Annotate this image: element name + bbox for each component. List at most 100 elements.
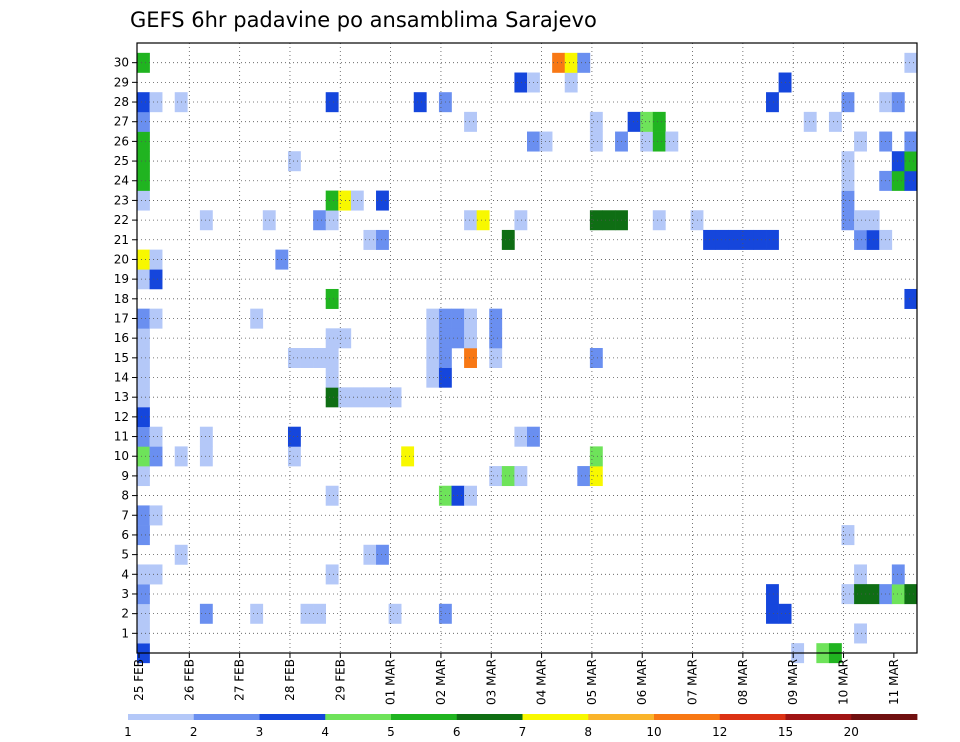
y-tick-label: 30 bbox=[114, 56, 129, 70]
heatmap-cell bbox=[137, 170, 150, 191]
x-tick-label: 25 FEB bbox=[132, 659, 146, 701]
heatmap-cell bbox=[313, 210, 327, 231]
heatmap-cell bbox=[627, 111, 641, 132]
heatmap-cell bbox=[137, 151, 150, 172]
colorbar-swatch bbox=[391, 714, 458, 720]
heatmap-cell bbox=[287, 348, 301, 368]
heatmap-cell bbox=[325, 92, 339, 113]
heatmap-cell bbox=[489, 328, 503, 349]
heatmap-cell bbox=[300, 603, 314, 624]
heatmap-cell bbox=[137, 92, 150, 113]
heatmap-cell bbox=[766, 603, 779, 624]
heatmap-cell bbox=[137, 348, 150, 368]
heatmap-cell bbox=[891, 584, 905, 605]
x-tick-label: 06 MAR bbox=[635, 659, 649, 705]
heatmap-cell bbox=[489, 308, 503, 329]
heatmap-cell bbox=[803, 111, 817, 132]
heatmap-cell bbox=[539, 131, 553, 152]
heatmap-cell bbox=[514, 72, 528, 93]
heatmap-cell bbox=[514, 466, 528, 487]
colorbar-swatch bbox=[719, 714, 786, 720]
y-tick-label: 2 bbox=[121, 607, 129, 621]
x-tick-label: 28 FEB bbox=[283, 659, 297, 701]
heatmap-cells bbox=[137, 52, 918, 664]
colorbar-tick-label: 20 bbox=[844, 725, 859, 739]
heatmap-cell bbox=[426, 308, 440, 329]
heatmap-cell bbox=[149, 92, 163, 113]
colorbar-swatch bbox=[588, 714, 655, 720]
heatmap-cell bbox=[250, 308, 264, 329]
heatmap-cell bbox=[501, 466, 515, 487]
heatmap-cell bbox=[199, 210, 213, 231]
heatmap-cell bbox=[564, 52, 578, 73]
y-tick-label: 16 bbox=[114, 331, 129, 345]
heatmap-cell bbox=[149, 308, 163, 329]
y-tick-label: 13 bbox=[114, 390, 129, 404]
heatmap-cell bbox=[325, 485, 339, 506]
heatmap-cell bbox=[137, 269, 150, 290]
heatmap-cell bbox=[854, 210, 867, 231]
y-tick-label: 15 bbox=[114, 351, 129, 365]
x-tick-label: 05 MAR bbox=[585, 659, 599, 705]
y-tick-label: 7 bbox=[121, 508, 129, 522]
heatmap-cell bbox=[376, 190, 389, 211]
colorbar-tick-label: 3 bbox=[256, 725, 264, 739]
x-tick-label: 03 MAR bbox=[484, 659, 498, 705]
heatmap-cell bbox=[577, 52, 591, 73]
heatmap-cell bbox=[388, 387, 402, 408]
colorbar-swatch bbox=[193, 714, 260, 720]
heatmap-cell bbox=[589, 210, 603, 231]
heatmap-cell bbox=[464, 111, 477, 132]
heatmap-cell bbox=[841, 190, 855, 211]
heatmap-cell bbox=[464, 328, 477, 349]
heatmap-cell bbox=[325, 288, 339, 309]
heatmap-cell bbox=[841, 170, 855, 191]
heatmap-cell bbox=[137, 525, 150, 546]
colorbar-swatch bbox=[456, 714, 523, 720]
colorbar-swatch bbox=[325, 714, 392, 720]
heatmap-cell bbox=[149, 564, 163, 585]
heatmap-cell bbox=[137, 328, 150, 349]
y-tick-label: 10 bbox=[114, 449, 129, 463]
heatmap-cell bbox=[338, 190, 352, 211]
colorbar-tick-label: 4 bbox=[321, 725, 329, 739]
heatmap-cell bbox=[854, 584, 867, 605]
heatmap-cell bbox=[137, 387, 150, 408]
heatmap-cell bbox=[325, 328, 339, 349]
colorbar-tick-label: 8 bbox=[584, 725, 592, 739]
plot-frame bbox=[136, 42, 918, 654]
heatmap-cell bbox=[589, 131, 603, 152]
y-tick-label: 5 bbox=[121, 548, 129, 562]
y-tick-label: 3 bbox=[121, 587, 129, 601]
x-tick-label: 26 FEB bbox=[182, 659, 196, 701]
heatmap-cell bbox=[589, 348, 603, 368]
y-tick-label: 6 bbox=[121, 528, 129, 542]
y-tick-label: 27 bbox=[114, 115, 129, 129]
colorbar-swatch bbox=[785, 714, 852, 720]
heatmap-cell bbox=[137, 603, 150, 624]
heatmap-cell bbox=[413, 92, 427, 113]
heatmap-cell bbox=[589, 466, 603, 487]
heatmap-cell bbox=[489, 466, 503, 487]
heatmap-cell bbox=[514, 210, 528, 231]
heatmap-cell bbox=[640, 111, 654, 132]
heatmap-cell bbox=[589, 111, 603, 132]
heatmap-cell bbox=[325, 367, 339, 388]
heatmap-cell bbox=[137, 505, 150, 526]
heatmap-cell bbox=[250, 603, 264, 624]
x-tick-label: 11 MAR bbox=[887, 659, 901, 705]
heatmap-cell bbox=[426, 328, 440, 349]
heatmap-cell bbox=[891, 170, 905, 191]
heatmap-cell bbox=[325, 564, 339, 585]
heatmap-cell bbox=[640, 131, 654, 152]
heatmap-cell bbox=[199, 603, 213, 624]
heatmap-cell bbox=[137, 190, 150, 211]
y-tick-label: 25 bbox=[114, 154, 129, 168]
heatmap-cell bbox=[828, 111, 842, 132]
heatmap-cell bbox=[137, 249, 150, 270]
heatmap-cell bbox=[904, 584, 918, 605]
colorbar: 1 2 3 4 5 6 7 8 10 12 15 20 bbox=[124, 714, 918, 739]
heatmap-cell bbox=[891, 151, 905, 172]
heatmap-cell bbox=[854, 564, 867, 585]
heatmap-cell bbox=[287, 151, 301, 172]
